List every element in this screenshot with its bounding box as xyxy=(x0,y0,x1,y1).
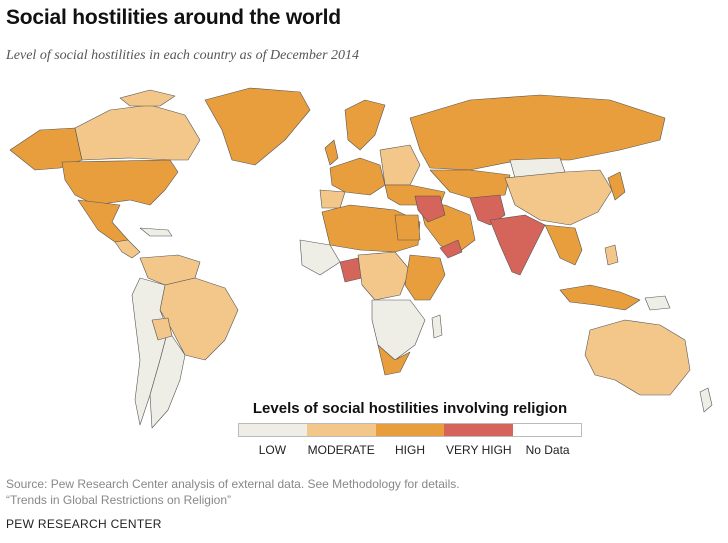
brand-footer: PEW RESEARCH CENTER xyxy=(6,517,162,531)
region-iberia xyxy=(319,189,346,209)
region-india xyxy=(489,214,546,276)
region-russia xyxy=(409,94,666,171)
region-bolivia xyxy=(151,317,173,341)
region-west-africa xyxy=(299,239,341,276)
region-madagascar xyxy=(431,314,443,339)
region-scandinavia xyxy=(344,99,386,151)
legend-label-low: LOW xyxy=(258,443,287,457)
region-eastern-europe xyxy=(379,144,421,186)
region-mexico xyxy=(77,199,129,243)
region-yemen xyxy=(439,239,463,259)
region-indonesia xyxy=(559,284,641,311)
region-syria-iraq xyxy=(414,195,446,223)
legend-color-bar xyxy=(238,423,582,437)
region-southern-africa xyxy=(371,299,426,361)
region-greenland xyxy=(204,87,311,166)
region-philippines xyxy=(604,244,619,266)
region-western-europe xyxy=(329,157,386,196)
region-png xyxy=(644,295,671,311)
legend-swatch-moderate xyxy=(307,424,376,436)
region-uk xyxy=(324,139,339,166)
legend-title: Levels of social hostilities involving r… xyxy=(252,400,568,417)
region-southeast-asia xyxy=(544,224,583,266)
legend-label-very-high: VERY HIGH xyxy=(446,443,512,457)
legend-label-no-data: No Data xyxy=(525,443,570,457)
region-korea-japan xyxy=(607,171,626,201)
source-note: Source: Pew Research Center analysis of … xyxy=(6,476,460,508)
legend-labels: LOW MODERATE HIGH VERY HIGH No Data xyxy=(238,443,582,457)
source-line-1: Source: Pew Research Center analysis of … xyxy=(6,477,460,491)
region-argentina xyxy=(149,329,186,429)
legend-swatch-low xyxy=(239,424,308,436)
region-china xyxy=(504,169,613,226)
region-canada-islands xyxy=(119,89,176,107)
region-central-asia xyxy=(429,169,511,199)
region-new-zealand xyxy=(699,387,713,413)
region-central-africa xyxy=(357,251,411,301)
legend-swatch-no-data xyxy=(512,424,582,436)
region-central-america xyxy=(114,239,141,259)
region-andes-west xyxy=(131,277,169,426)
region-usa xyxy=(61,159,179,206)
region-south-africa xyxy=(377,344,411,376)
region-egypt xyxy=(394,214,421,241)
source-line-2: “Trends in Global Restrictions on Religi… xyxy=(6,493,231,507)
legend: Levels of social hostilities involving r… xyxy=(238,400,588,457)
legend-label-high: HIGH xyxy=(394,443,425,457)
legend-label-moderate: MODERATE xyxy=(307,443,375,457)
region-canada xyxy=(74,104,201,161)
region-east-africa xyxy=(404,254,446,301)
page-title: Social hostilities around the world xyxy=(6,6,341,29)
world-map xyxy=(9,87,713,429)
page-subtitle: Level of social hostilities in each coun… xyxy=(6,48,360,63)
legend-swatch-very-high xyxy=(444,424,513,436)
region-caribbean xyxy=(139,227,173,237)
region-australia xyxy=(584,319,691,396)
legend-swatch-high xyxy=(375,424,445,436)
